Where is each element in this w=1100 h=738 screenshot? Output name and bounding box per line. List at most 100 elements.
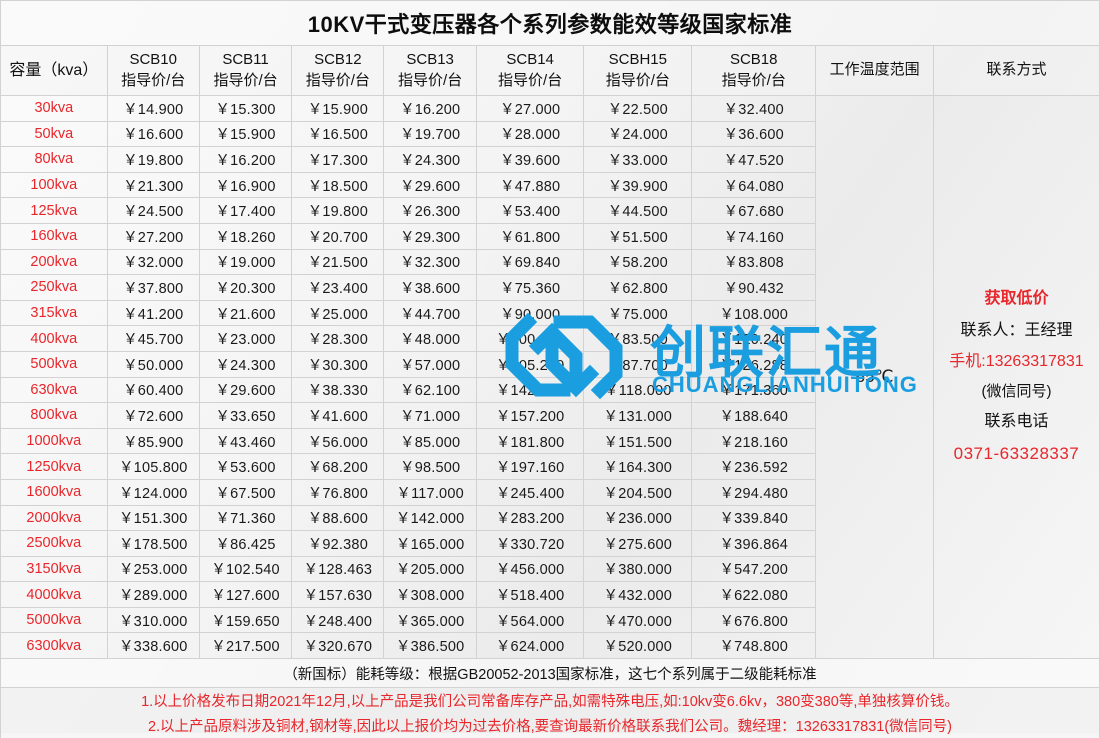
price-cell: ￥294.480: [691, 478, 817, 506]
price-cell: ￥24.000: [583, 120, 693, 148]
column-header-3: SCB12 指导价/台: [291, 45, 385, 96]
price-cell: ￥58.200: [583, 248, 693, 276]
capacity-cell: 6300kva: [0, 632, 108, 660]
price-cell: ￥338.600: [106, 632, 200, 660]
price-cell: ￥50.000: [106, 350, 200, 378]
working-temperature-cell: 65℃: [815, 94, 934, 660]
price-cell: ￥72.600: [106, 402, 200, 429]
price-cell: ￥19.000: [198, 248, 293, 276]
price-cell: ￥386.500: [383, 632, 477, 660]
price-cell: ￥75.360: [475, 274, 585, 301]
price-cell: ￥69.840: [475, 248, 585, 276]
price-cell: ￥320.670: [291, 632, 385, 660]
price-cell: ￥188.640: [691, 402, 817, 429]
price-cell: ￥32.000: [106, 248, 200, 276]
table-row: 630kva ￥60.400 ￥29.600 ￥38.330 ￥62.100 ￥142.8…: [0, 376, 1100, 404]
price-cell: ￥142.800: [475, 376, 585, 404]
contact-wechat: (微信同号): [981, 383, 1052, 401]
price-cell: ￥45.700: [106, 325, 200, 352]
column-header-8: 工作温度范围: [815, 45, 934, 96]
price-cell: ￥339.840: [691, 504, 817, 532]
capacity-cell: 80kva: [0, 146, 108, 173]
red-note-2: 2.以上产品原料涉及铜材,钢材等,因此以上报价均为过去价格,要查询最新价格联系我…: [0, 713, 1100, 738]
price-cell: ￥18.500: [291, 171, 385, 199]
price-cell: ￥19.800: [291, 197, 385, 224]
price-cell: ￥236.000: [583, 504, 693, 532]
price-cell: ￥24.500: [106, 197, 200, 224]
contact-person: 联系人：王经理: [960, 321, 1073, 339]
price-cell: ￥100.200: [475, 325, 585, 352]
price-cell: ￥432.000: [583, 581, 693, 608]
table-row: 500kva ￥50.000 ￥24.300 ￥30.300 ￥57.000 ￥105.2…: [0, 350, 1100, 378]
capacity-cell: 315kva: [0, 299, 108, 327]
price-cell: ￥676.800: [691, 606, 817, 634]
capacity-cell: 100kva: [0, 171, 108, 199]
price-cell: ￥128.463: [291, 555, 385, 583]
column-header-line1: 容量（kva）: [9, 61, 99, 79]
price-cell: ￥21.600: [198, 299, 293, 327]
price-cell: ￥330.720: [475, 530, 585, 557]
capacity-cell: 125kva: [0, 197, 108, 224]
price-cell: ￥20.300: [198, 274, 293, 301]
column-header-2: SCB11 指导价/台: [198, 45, 293, 96]
capacity-cell: 200kva: [0, 248, 108, 276]
price-cell: ￥380.000: [583, 555, 693, 583]
price-cell: ￥17.400: [198, 197, 293, 224]
capacity-cell: 1000kva: [0, 427, 108, 455]
capacity-cell: 250kva: [0, 274, 108, 301]
price-cell: ￥67.680: [691, 197, 817, 224]
price-cell: ￥87.700: [583, 350, 693, 378]
price-cell: ￥32.400: [691, 95, 817, 122]
price-cell: ￥15.900: [291, 95, 385, 122]
column-header-line1: SCB13: [406, 51, 454, 69]
price-cell: ￥15.900: [198, 120, 293, 148]
price-cell: ￥27.200: [106, 222, 200, 250]
price-cell: ￥127.600: [198, 581, 293, 608]
price-cell: ￥470.000: [583, 606, 693, 634]
capacity-cell: 5000kva: [0, 606, 108, 634]
header-row: 容量（kva） SCB10 指导价/台 SCB11 指导价/台 SCB12 指导价/台 SCB…: [0, 45, 1100, 96]
price-cell: ￥64.080: [691, 171, 817, 199]
price-cell: ￥275.600: [583, 530, 693, 557]
price-cell: ￥159.650: [198, 606, 293, 634]
price-cell: ￥90.000: [475, 299, 585, 327]
red-note-1: 1.以上价格发布日期2021年12月,以上产品是我们公司常备库存产品,如需特殊电…: [0, 687, 1100, 714]
price-cell: ￥28.000: [475, 120, 585, 148]
price-cell: ￥21.300: [106, 171, 200, 199]
price-cell: ￥83.500: [583, 325, 693, 352]
price-cell: ￥108.000: [691, 299, 817, 327]
capacity-cell: 800kva: [0, 402, 108, 429]
price-cell: ￥19.700: [383, 120, 477, 148]
price-cell: ￥126.288: [691, 350, 817, 378]
title-row: 10KV干式变压器各个系列参数能效等级国家标准: [0, 0, 1100, 46]
price-cell: ￥236.592: [691, 453, 817, 480]
price-cell: ￥289.000: [106, 581, 200, 608]
column-header-line1: SCB18: [729, 51, 778, 69]
price-cell: ￥178.500: [106, 530, 200, 557]
price-cell: ￥43.460: [198, 427, 293, 455]
price-cell: ￥24.300: [198, 350, 293, 378]
price-cell: ￥48.000: [383, 325, 477, 352]
price-cell: ￥564.000: [475, 606, 585, 634]
price-cell: ￥41.200: [106, 299, 200, 327]
column-header-line2: 指导价/台: [398, 71, 463, 89]
column-header-1: SCB10 指导价/台: [106, 45, 200, 96]
table-row: 2000kva ￥151.300 ￥71.360 ￥88.600 ￥142.000 ￥28…: [0, 504, 1100, 532]
price-cell: ￥44.500: [583, 197, 693, 224]
price-cell: ￥205.000: [383, 555, 477, 583]
price-cell: ￥622.080: [691, 581, 817, 608]
price-cell: ￥62.100: [383, 376, 477, 404]
column-header-line1: 工作温度范围: [829, 61, 920, 79]
table-row: 1600kva ￥124.000 ￥67.500 ￥76.800 ￥117.000 ￥24…: [0, 478, 1100, 506]
price-cell: ￥204.500: [583, 478, 693, 506]
table-row: 800kva ￥72.600 ￥33.650 ￥41.600 ￥71.000 ￥157.2…: [0, 402, 1100, 429]
price-cell: ￥29.600: [198, 376, 293, 404]
price-cell: ￥16.900: [198, 171, 293, 199]
table-row: 1250kva ￥105.800 ￥53.600 ￥68.200 ￥98.500 ￥197…: [0, 453, 1100, 480]
capacity-cell: 2000kva: [0, 504, 108, 532]
price-cell: ￥92.380: [291, 530, 385, 557]
price-cell: ￥18.260: [198, 222, 293, 250]
page-title: 10KV干式变压器各个系列参数能效等级国家标准: [0, 0, 1100, 46]
column-header-9: 联系方式: [932, 45, 1100, 96]
price-cell: ￥39.900: [583, 171, 693, 199]
